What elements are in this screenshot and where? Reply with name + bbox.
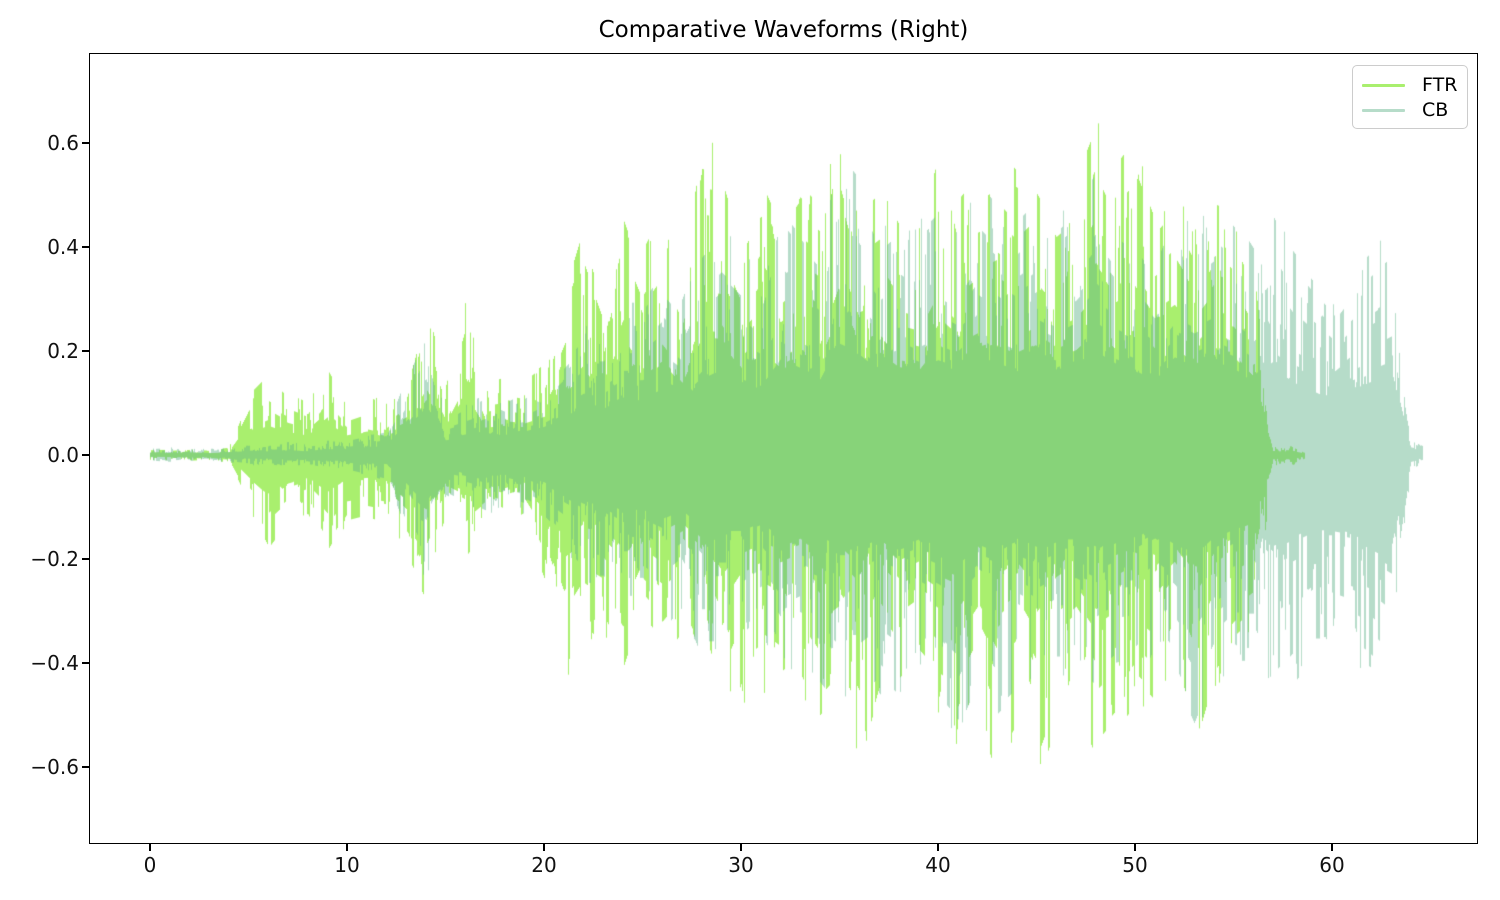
y-tick-mark — [82, 558, 89, 560]
legend-label-cb: CB — [1422, 99, 1449, 121]
x-tick-mark — [740, 844, 742, 851]
x-tick-mark — [149, 844, 151, 851]
legend-entry-ftr: FTR — [1353, 73, 1467, 98]
x-tick-mark — [1331, 844, 1333, 851]
chart-title: Comparative Waveforms (Right) — [598, 17, 969, 43]
legend-swatch-ftr — [1362, 84, 1405, 87]
waveform-canvas — [89, 53, 1478, 844]
y-tick-mark — [82, 246, 89, 248]
x-tick-mark — [543, 844, 545, 851]
y-tick-label: 0.0 — [47, 443, 79, 467]
x-tick-label: 0 — [143, 853, 157, 877]
y-tick-label: −0.2 — [30, 547, 79, 571]
x-tick-mark — [346, 844, 348, 851]
y-tick-mark — [82, 142, 89, 144]
y-tick-mark — [82, 350, 89, 352]
x-tick-mark — [1134, 844, 1136, 851]
y-tick-label: 0.4 — [47, 235, 79, 259]
y-tick-label: −0.4 — [30, 651, 79, 675]
x-tick-label: 20 — [531, 853, 557, 877]
x-tick-label: 40 — [925, 853, 951, 877]
x-tick-label: 50 — [1122, 853, 1148, 877]
x-tick-label: 10 — [334, 853, 360, 877]
legend-swatch-cb — [1362, 109, 1405, 112]
legend-entry-cb: CB — [1353, 98, 1467, 123]
legend: FTR CB — [1352, 65, 1468, 129]
y-tick-label: −0.6 — [30, 755, 79, 779]
y-tick-label: 0.2 — [47, 339, 79, 363]
y-tick-label: 0.6 — [47, 131, 79, 155]
x-tick-label: 30 — [728, 853, 754, 877]
x-tick-label: 60 — [1319, 853, 1345, 877]
legend-label-ftr: FTR — [1422, 74, 1458, 96]
x-tick-mark — [937, 844, 939, 851]
y-tick-mark — [82, 766, 89, 768]
y-tick-mark — [82, 662, 89, 664]
y-tick-mark — [82, 454, 89, 456]
